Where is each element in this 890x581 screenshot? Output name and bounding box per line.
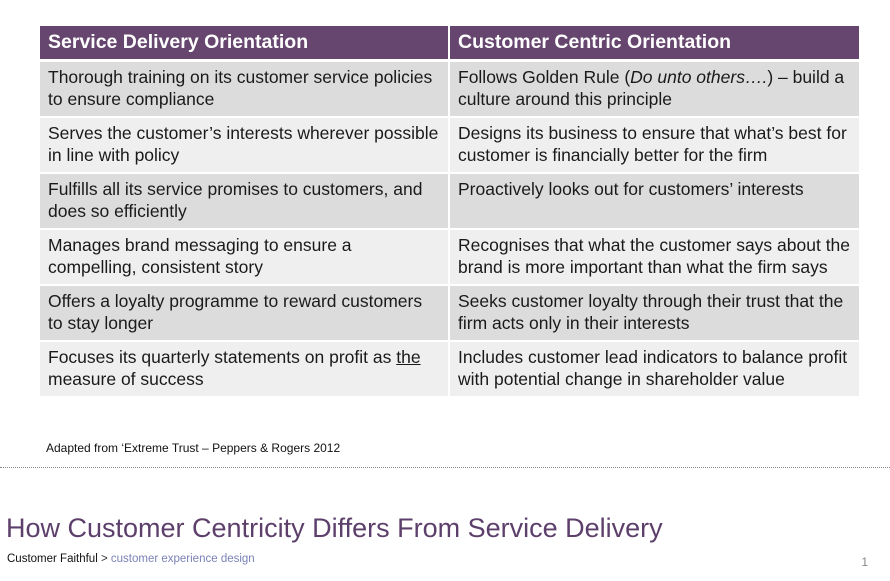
- service-text: Focuses its quarterly statements on prof…: [48, 347, 397, 367]
- table-row: Fulfills all its service promises to cus…: [40, 174, 859, 230]
- customer-cell: Proactively looks out for customers’ int…: [450, 174, 859, 230]
- service-cell: Focuses its quarterly statements on prof…: [40, 342, 450, 398]
- service-cell: Manages brand messaging to ensure a comp…: [40, 230, 450, 286]
- customer-cell: Follows Golden Rule (Do unto others….) –…: [450, 62, 859, 118]
- table-row: Offers a loyalty programme to reward cus…: [40, 286, 859, 342]
- customer-cell: Includes customer lead indicators to bal…: [450, 342, 859, 398]
- header-service-delivery: Service Delivery Orientation: [40, 26, 450, 62]
- table-row: Focuses its quarterly statements on prof…: [40, 342, 859, 398]
- breadcrumb-brand: Customer Faithful: [7, 553, 98, 565]
- service-cell: Thorough training on its customer servic…: [40, 62, 450, 118]
- page-number: 1: [861, 555, 868, 569]
- service-underlined-text: the: [396, 347, 421, 367]
- header-customer-centric: Customer Centric Orientation: [450, 26, 859, 62]
- comparison-table: Service Delivery Orientation Customer Ce…: [40, 26, 859, 398]
- table-row: Thorough training on its customer servic…: [40, 62, 859, 118]
- breadcrumb: Customer Faithful > customer experience …: [7, 553, 255, 565]
- customer-text: Follows Golden Rule (: [458, 67, 631, 87]
- customer-cell: Designs its business to ensure that what…: [450, 118, 859, 174]
- customer-cell: Seeks customer loyalty through their tru…: [450, 286, 859, 342]
- source-caption: Adapted from ‘Extreme Trust – Peppers & …: [46, 441, 341, 455]
- service-text: measure of success: [48, 369, 204, 389]
- breadcrumb-separator: >: [97, 553, 111, 565]
- customer-italic-text: Do unto others….: [630, 67, 768, 87]
- service-cell: Serves the customer’s interests wherever…: [40, 118, 450, 174]
- service-cell: Fulfills all its service promises to cus…: [40, 174, 450, 230]
- customer-cell: Recognises that what the customer says a…: [450, 230, 859, 286]
- table-row: Manages brand messaging to ensure a comp…: [40, 230, 859, 286]
- page-title: How Customer Centricity Differs From Ser…: [6, 513, 663, 543]
- dotted-divider: [0, 467, 890, 468]
- service-cell: Offers a loyalty programme to reward cus…: [40, 286, 450, 342]
- table-header-row: Service Delivery Orientation Customer Ce…: [40, 26, 859, 62]
- customer-text: ) – build a culture around this principl…: [458, 67, 845, 109]
- table-row: Serves the customer’s interests wherever…: [40, 118, 859, 174]
- breadcrumb-section-link[interactable]: customer experience design: [110, 553, 255, 565]
